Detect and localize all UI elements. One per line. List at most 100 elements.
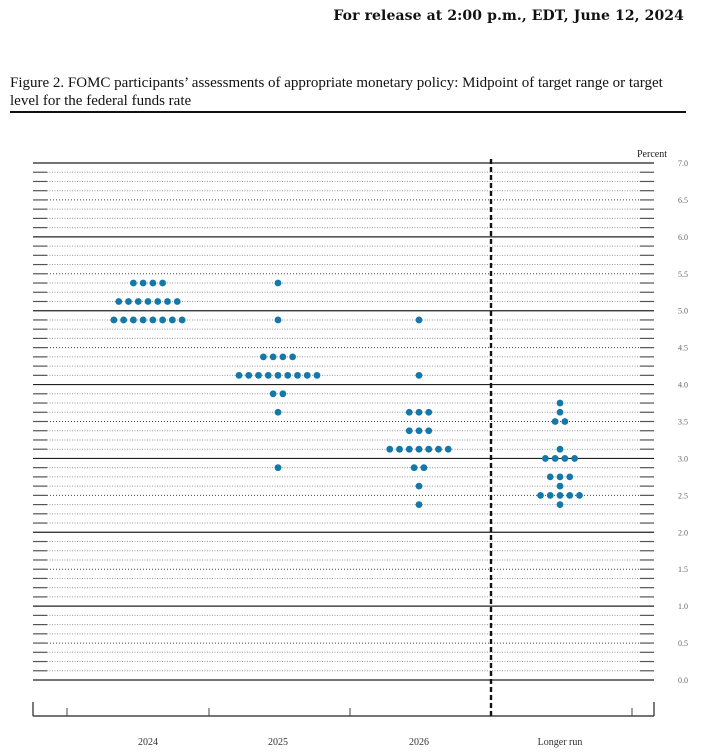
- participant-dot: [537, 491, 544, 499]
- participant-dot: [274, 408, 282, 416]
- release-date-header: For release at 2:00 p.m., EDT, June 12, …: [333, 8, 684, 24]
- participant-dot: [415, 482, 423, 490]
- participant-dot: [415, 316, 423, 324]
- y-axis-labels: 0.0 0.5 1.0 1.5 2.0 2.5 3.0 3.5 4.0 4.5 5.0 5.5 6.0 6…: [678, 159, 688, 685]
- y-tick-label: 5.0: [678, 307, 688, 316]
- participant-dots: [110, 279, 583, 508]
- participant-dot: [144, 298, 152, 305]
- participant-dot: [566, 491, 574, 499]
- y-axis-unit-label: Percent: [637, 149, 667, 160]
- participant-dot: [245, 371, 253, 379]
- y-tick-label: 1.0: [678, 602, 688, 611]
- participant-dot: [396, 445, 403, 453]
- participant-dot: [425, 427, 433, 435]
- participant-dot: [274, 371, 282, 379]
- participant-dot: [129, 279, 137, 287]
- participant-dot: [546, 491, 554, 499]
- participant-dot: [178, 316, 186, 324]
- participant-dot: [551, 418, 559, 425]
- participant-dot: [274, 316, 282, 324]
- x-category-label: 2026: [409, 737, 429, 748]
- x-category-label: 2025: [268, 737, 288, 748]
- participant-dot: [556, 473, 564, 481]
- participant-dot: [235, 371, 243, 379]
- participant-dot: [294, 371, 301, 379]
- participant-dot: [546, 473, 554, 481]
- participant-dot: [425, 445, 433, 453]
- participant-dot: [289, 353, 297, 361]
- participant-dot: [134, 298, 142, 305]
- participant-dot: [425, 408, 433, 416]
- participant-dot: [274, 279, 282, 287]
- participant-dot: [159, 279, 167, 287]
- participant-dot: [164, 298, 171, 305]
- participant-dot: [279, 353, 287, 361]
- participant-dot: [556, 482, 564, 490]
- participant-dot: [149, 279, 157, 287]
- participant-dot: [259, 353, 267, 361]
- chart-gridlines: [33, 162, 654, 681]
- participant-dot: [415, 427, 423, 435]
- y-tick-label: 0.0: [678, 676, 688, 685]
- participant-dot: [410, 464, 418, 472]
- y-tick-label: 1.5: [678, 565, 688, 574]
- caption-divider: [10, 111, 686, 113]
- participant-dot: [274, 464, 282, 472]
- y-tick-label: 6.5: [678, 196, 688, 205]
- participant-dot: [125, 298, 132, 305]
- participant-dot: [556, 491, 564, 499]
- y-tick-label: 4.5: [678, 344, 688, 353]
- x-axis: [32, 702, 655, 717]
- participant-dot: [556, 408, 564, 416]
- participant-dot: [444, 445, 452, 453]
- participant-dot: [139, 316, 147, 324]
- participant-dot: [173, 298, 181, 305]
- participant-dot: [556, 445, 564, 453]
- participant-dot: [551, 455, 559, 462]
- participant-dot: [159, 316, 167, 324]
- participant-dot: [120, 316, 128, 324]
- participant-dot: [420, 464, 428, 472]
- participant-dot: [541, 455, 549, 462]
- participant-dot: [168, 316, 176, 324]
- participant-dot: [571, 455, 579, 462]
- participant-dot: [415, 501, 423, 508]
- participant-dot: [556, 399, 564, 407]
- participant-dot: [576, 491, 583, 499]
- y-tick-label: 2.0: [678, 528, 688, 537]
- participant-dot: [561, 455, 569, 462]
- participant-dot: [269, 353, 277, 361]
- y-tick-label: 5.5: [678, 270, 688, 279]
- participant-dot: [255, 371, 262, 379]
- participant-dot: [284, 371, 292, 379]
- x-category-label: Longer run: [538, 737, 583, 748]
- x-axis-labels: 2024 2025 2026 Longer run: [138, 737, 582, 748]
- participant-dot: [303, 371, 311, 379]
- participant-dot: [405, 445, 413, 453]
- participant-dot: [415, 371, 423, 379]
- participant-dot: [279, 390, 287, 398]
- y-tick-label: 3.0: [678, 454, 688, 463]
- y-tick-label: 2.5: [678, 491, 688, 500]
- y-tick-label: 3.5: [678, 418, 688, 427]
- participant-dot: [313, 371, 321, 379]
- x-category-label: 2024: [138, 737, 158, 748]
- participant-dot: [405, 427, 413, 435]
- participant-dot: [415, 445, 423, 453]
- participant-dot: [269, 390, 277, 398]
- participant-dot: [154, 298, 162, 305]
- participant-dot: [264, 371, 272, 379]
- participant-dot: [110, 316, 118, 324]
- participant-dot: [405, 408, 413, 416]
- participant-dot: [561, 418, 569, 425]
- y-tick-label: 0.5: [678, 639, 688, 648]
- participant-dot: [149, 316, 157, 324]
- participant-dot: [115, 298, 123, 305]
- y-tick-label: 7.0: [678, 159, 688, 168]
- figure-caption: Figure 2. FOMC participants’ assessments…: [10, 75, 663, 109]
- participant-dot: [139, 279, 147, 287]
- participant-dot: [556, 501, 564, 508]
- participant-dot: [129, 316, 137, 324]
- participant-dot: [386, 445, 394, 453]
